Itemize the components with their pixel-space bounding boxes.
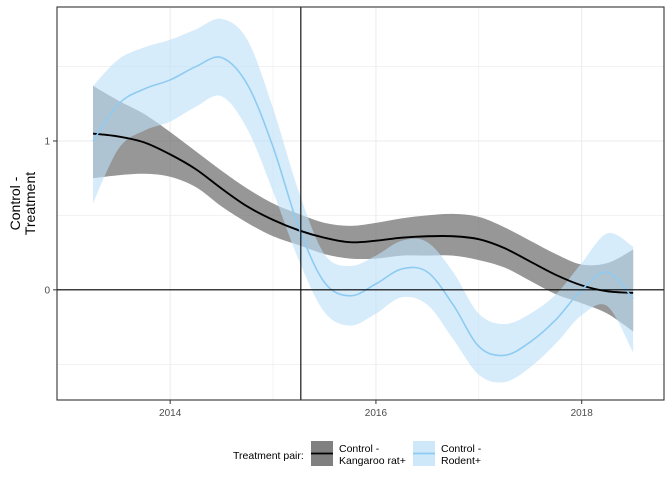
x-tick-label: 2014 bbox=[159, 408, 182, 419]
legend-label-0: Kangaroo rat+ bbox=[339, 455, 406, 467]
x-tick-label: 2018 bbox=[571, 408, 594, 419]
legend-label-0: Control - bbox=[339, 443, 380, 455]
axis-ticks: 2014 2016 2018 0 1 bbox=[44, 136, 593, 419]
legend-title: Treatment pair: bbox=[233, 450, 304, 462]
trend-lines bbox=[92, 56, 634, 357]
legend: Treatment pair:Control -Kangaroo rat+Con… bbox=[233, 441, 482, 467]
confidence-bands bbox=[93, 18, 634, 383]
y-axis-title-line: Control - bbox=[7, 176, 23, 230]
legend-label-1: Control - bbox=[441, 443, 482, 455]
series-0-line bbox=[92, 132, 634, 294]
reference-lines bbox=[57, 7, 664, 400]
y-tick-label: 0 bbox=[44, 285, 50, 296]
y-axis-title: Control -Treatment bbox=[7, 172, 38, 235]
panel-border bbox=[56, 6, 665, 401]
y-tick-label: 1 bbox=[44, 136, 50, 147]
legend-label-1: Rodent+ bbox=[441, 455, 481, 467]
y-axis-title-line: Treatment bbox=[22, 172, 38, 235]
x-tick-label: 2016 bbox=[365, 408, 388, 419]
series-1-line bbox=[92, 56, 634, 357]
series-1-confidence-band bbox=[93, 18, 634, 383]
